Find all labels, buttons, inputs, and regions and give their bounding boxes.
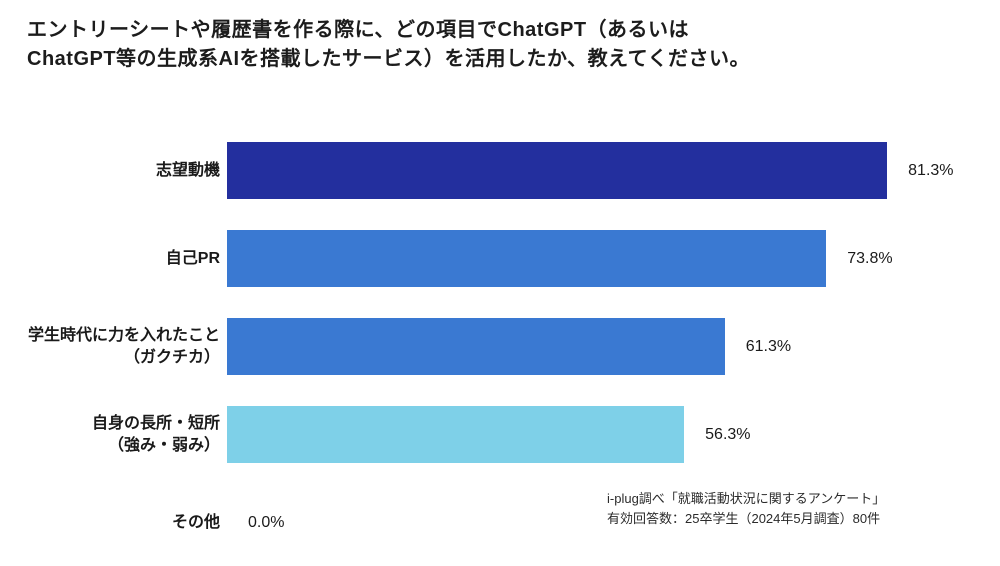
value-label: 81.3%	[908, 161, 954, 179]
chart-row: その他 0.0%	[0, 494, 1000, 551]
chart-row: 自己PR 73.8%	[0, 230, 1000, 287]
chart-row: 自身の長所・短所 （強み・弱み） 56.3%	[0, 406, 1000, 463]
bar	[227, 230, 827, 287]
category-label: 学生時代に力を入れたこと （ガクチカ）	[27, 326, 220, 366]
chart-title-line2: ChatGPT等の生成系AIを搭載したサービス）を活用したか、教えてください。	[27, 48, 751, 70]
bar	[227, 406, 685, 463]
value-label: 0.0%	[248, 513, 285, 531]
chart-row: 志望動機 81.3%	[0, 142, 1000, 199]
category-label: 自身の長所・短所 （強み・弱み）	[91, 414, 220, 454]
bar	[227, 142, 888, 199]
chart-row: 学生時代に力を入れたこと （ガクチカ） 61.3%	[0, 318, 1000, 375]
category-label: 自己PR	[165, 249, 220, 267]
source-note-line1: i-plug調べ「就職活動状況に関するアンケート」	[607, 491, 886, 506]
source-note-line2: 有効回答数：25卒学生（2024年5月調査）80件	[607, 511, 881, 526]
value-label: 73.8%	[847, 249, 893, 267]
value-label: 61.3%	[745, 337, 792, 355]
value-label: 56.3%	[705, 425, 751, 443]
category-label: その他	[171, 513, 220, 531]
chart-title-line1: エントリーシートや履歴書を作る際に、どの項目でChatGPT（あるいは	[27, 19, 690, 41]
category-label: 志望動機	[155, 161, 220, 179]
source-note: i-plug調べ「就職活動状況に関するアンケート」 有効回答数：25卒学生（20…	[607, 489, 885, 529]
chart-title: エントリーシートや履歴書を作る際に、どの項目でChatGPT（あるいは Chat…	[27, 16, 750, 74]
bar-chart: 志望動機 81.3% 自己PR 73.8% 学生時代に力を入れたこと （ガクチカ） 61.…	[0, 142, 1000, 566]
bar	[227, 318, 725, 375]
